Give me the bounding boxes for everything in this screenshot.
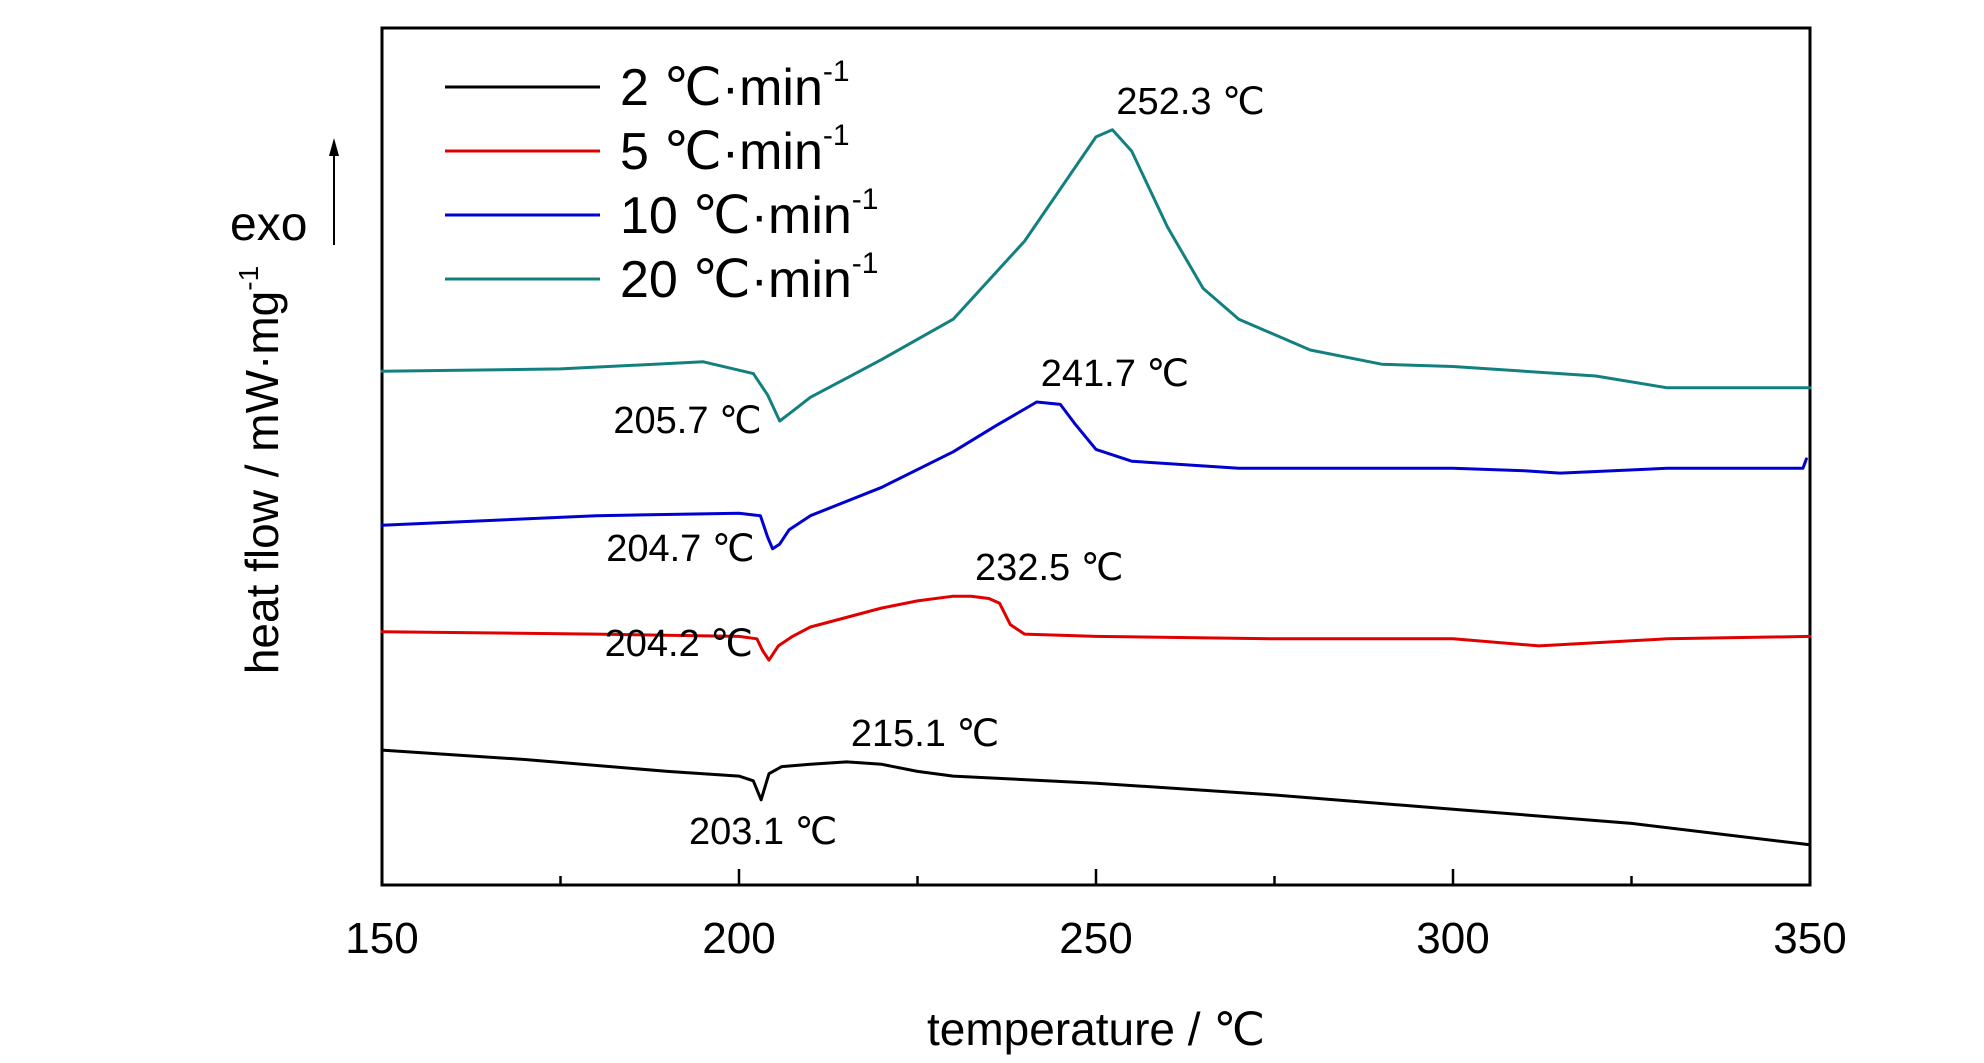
plot-area: 150 200 250 300 350 252.3 ℃ 241.7 ℃ 232.5 ℃ 215…	[345, 26, 1847, 963]
plot-frame	[380, 26, 1812, 887]
peak-annotation: 215.1 ℃	[851, 713, 999, 755]
series-line-3	[380, 128, 1812, 423]
y-axis-title: heat flow / mW·mg-1	[233, 266, 288, 674]
peak-annotation: 204.2 ℃	[605, 623, 753, 665]
peak-annotation: 204.7 ℃	[606, 528, 754, 570]
x-tick-label: 150	[345, 914, 418, 963]
exo-arrow-icon	[329, 138, 339, 245]
peak-annotation: 252.3 ℃	[1116, 81, 1264, 123]
x-tick-label: 200	[702, 914, 775, 963]
x-axis-ticks: 150 200 250 300 350	[345, 869, 1847, 963]
annotation-layer: 252.3 ℃ 241.7 ℃ 232.5 ℃ 215.1 ℃ 205.7 ℃ 204.7…	[605, 81, 1265, 853]
series-layer	[380, 128, 1812, 847]
series-line-0	[380, 748, 1812, 847]
svg-text:heat flow / mW·mg-1: heat flow / mW·mg-1	[233, 266, 288, 674]
legend-label-0: 2 ℃·min-1	[620, 55, 850, 117]
x-axis-title: temperature / ℃	[927, 1003, 1265, 1055]
series-line-1	[380, 594, 1812, 662]
legend-label-3: 20 ℃·min-1	[620, 247, 878, 309]
peak-annotation: 203.1 ℃	[689, 811, 837, 853]
x-tick-label: 250	[1059, 914, 1132, 963]
y-axis-title-text: heat flow / mW·mg	[236, 291, 288, 674]
exo-label: exo	[230, 198, 307, 251]
legend-label-2: 10 ℃·min-1	[620, 183, 878, 245]
peak-annotation: 205.7 ℃	[613, 400, 761, 442]
x-tick-label: 350	[1773, 914, 1846, 963]
legend-label-1: 5 ℃·min-1	[620, 119, 850, 181]
y-axis-title-superscript: -1	[233, 266, 264, 291]
series-line-2	[380, 400, 1808, 551]
legend: 2 ℃·min-15 ℃·min-110 ℃·min-120 ℃·min-1	[445, 55, 878, 309]
peak-annotation: 232.5 ℃	[975, 547, 1123, 589]
x-tick-label: 300	[1416, 914, 1489, 963]
peak-annotation: 241.7 ℃	[1041, 353, 1189, 395]
